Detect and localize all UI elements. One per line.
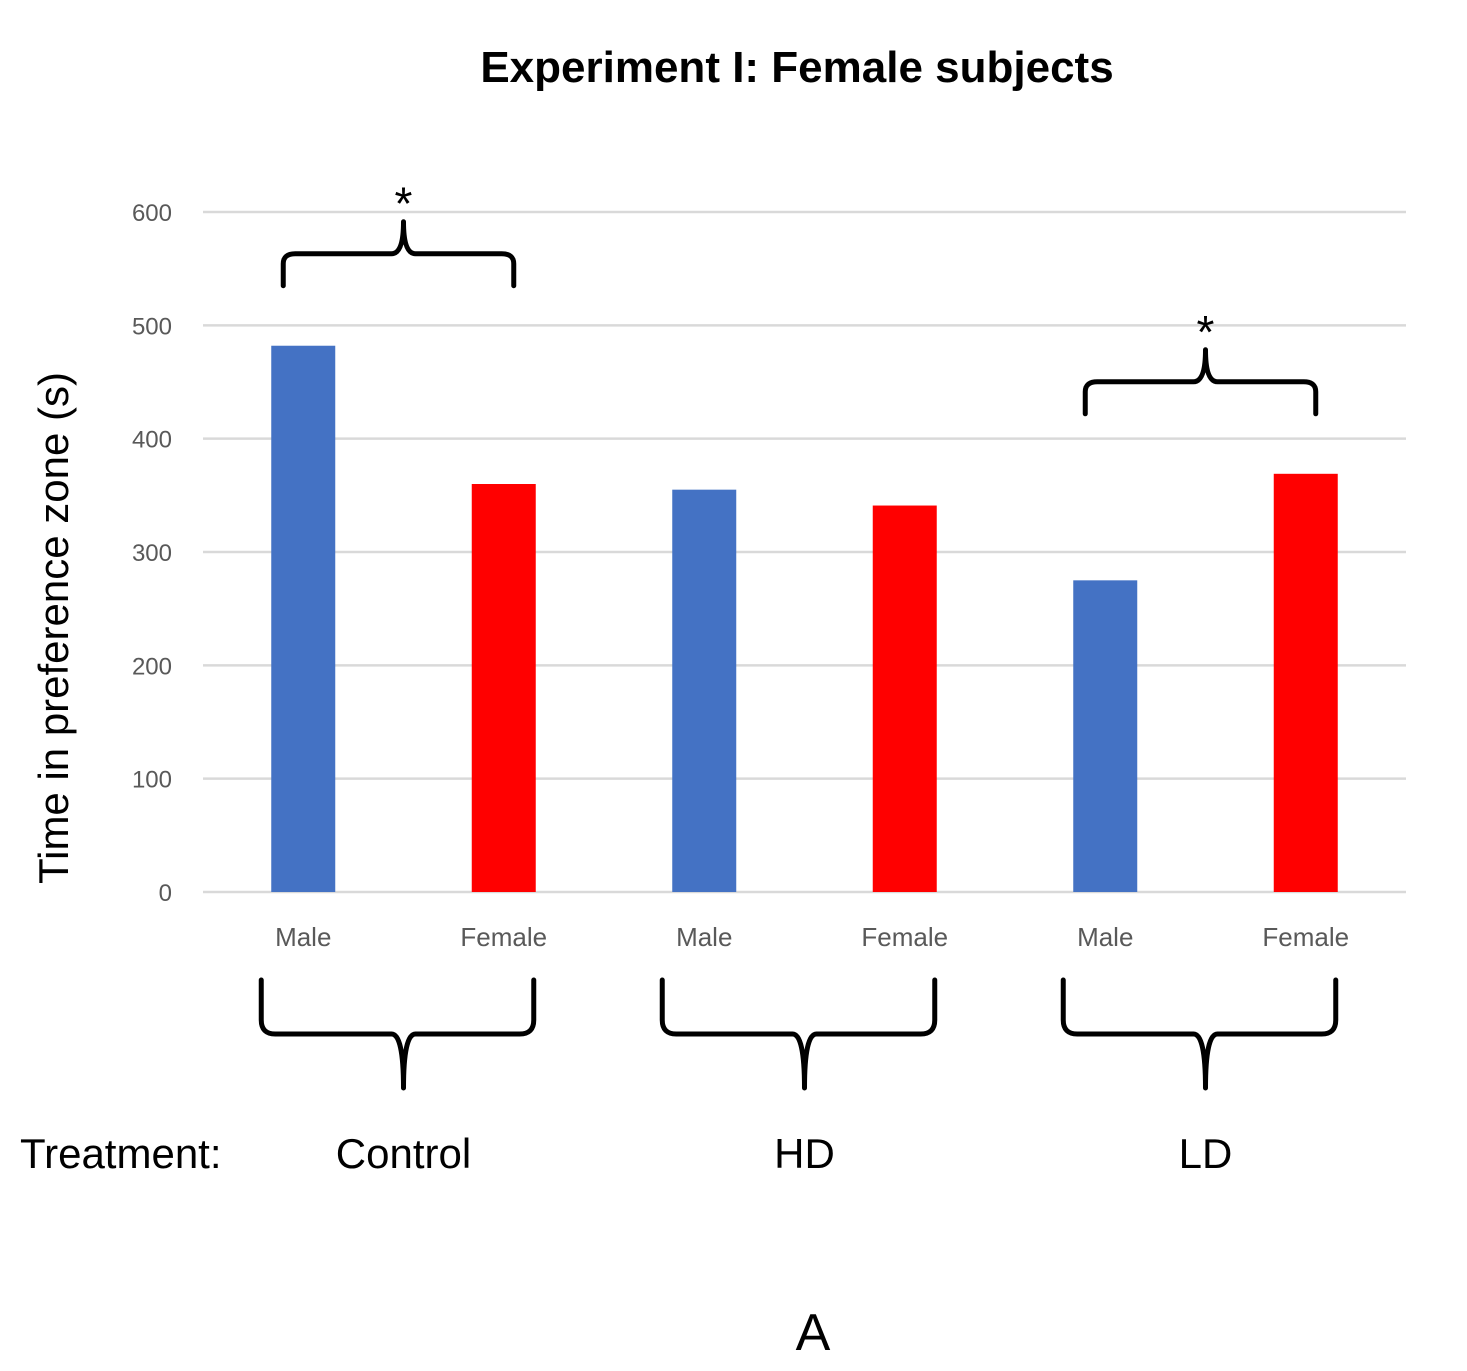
y-tick-label: 300 [132,540,172,567]
significance-brace [1082,347,1319,417]
treatment-groups: Control HD LD [258,977,1339,1177]
significance-annotations: ** [280,178,1319,417]
group-label-ld: LD [1179,1130,1233,1177]
y-tick-label: 0 [159,880,172,907]
bar-female [872,505,937,892]
group-label-hd: HD [774,1130,835,1177]
y-tick-label: 200 [132,653,172,680]
group-brace [258,977,537,1091]
group-label-control: Control [336,1130,471,1177]
chart-title: Experiment I: Female subjects [480,43,1113,92]
y-tick-label: 100 [132,767,172,794]
x-tick-label: Female [861,922,948,952]
x-axis-ticks: Male Female Male Female Male Female [275,922,1349,952]
treatment-label: Treatment: [20,1130,222,1177]
x-tick-label: Male [676,922,732,952]
x-tick-label: Male [275,922,331,952]
y-axis-label: Time in preference zone (s) [30,372,77,884]
bar-female [1273,473,1338,892]
y-tick-label: 400 [132,427,172,454]
x-tick-label: Female [1262,922,1349,952]
y-tick-label: 600 [132,200,172,227]
bars [271,345,1338,892]
bar-male [672,489,737,892]
y-tick-label: 500 [132,313,172,340]
bar-male [271,345,336,892]
group-brace [659,977,938,1091]
bar-male [1073,580,1138,892]
significance-brace [280,219,517,289]
x-tick-label: Male [1077,922,1133,952]
panel-label: A [796,1304,831,1362]
bar-female [471,484,536,892]
group-brace [1060,977,1339,1091]
x-tick-label: Female [460,922,547,952]
significance-star: * [1197,306,1215,358]
significance-star: * [395,178,413,230]
gridlines [203,210,1406,894]
y-axis-ticks: 0 100 200 300 400 500 600 [132,200,172,907]
